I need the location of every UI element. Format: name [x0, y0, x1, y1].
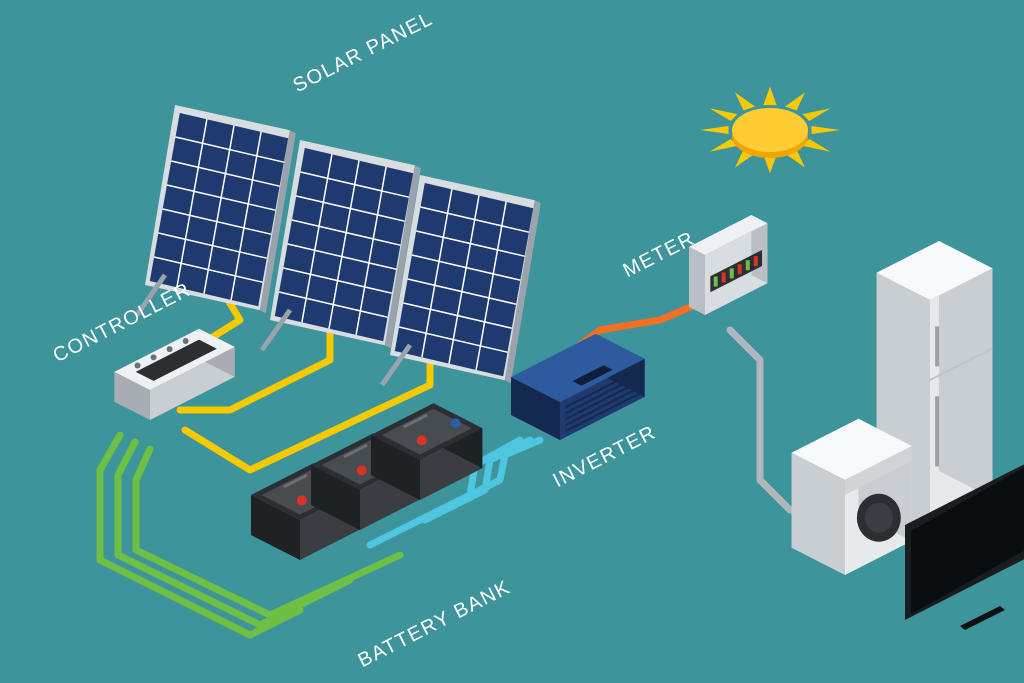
sun-icon [700, 87, 840, 174]
diagram-canvas [0, 0, 1024, 683]
solar-system-diagram: SOLAR PANEL CONTROLLER BATTERY BANK INVE… [0, 0, 1024, 683]
